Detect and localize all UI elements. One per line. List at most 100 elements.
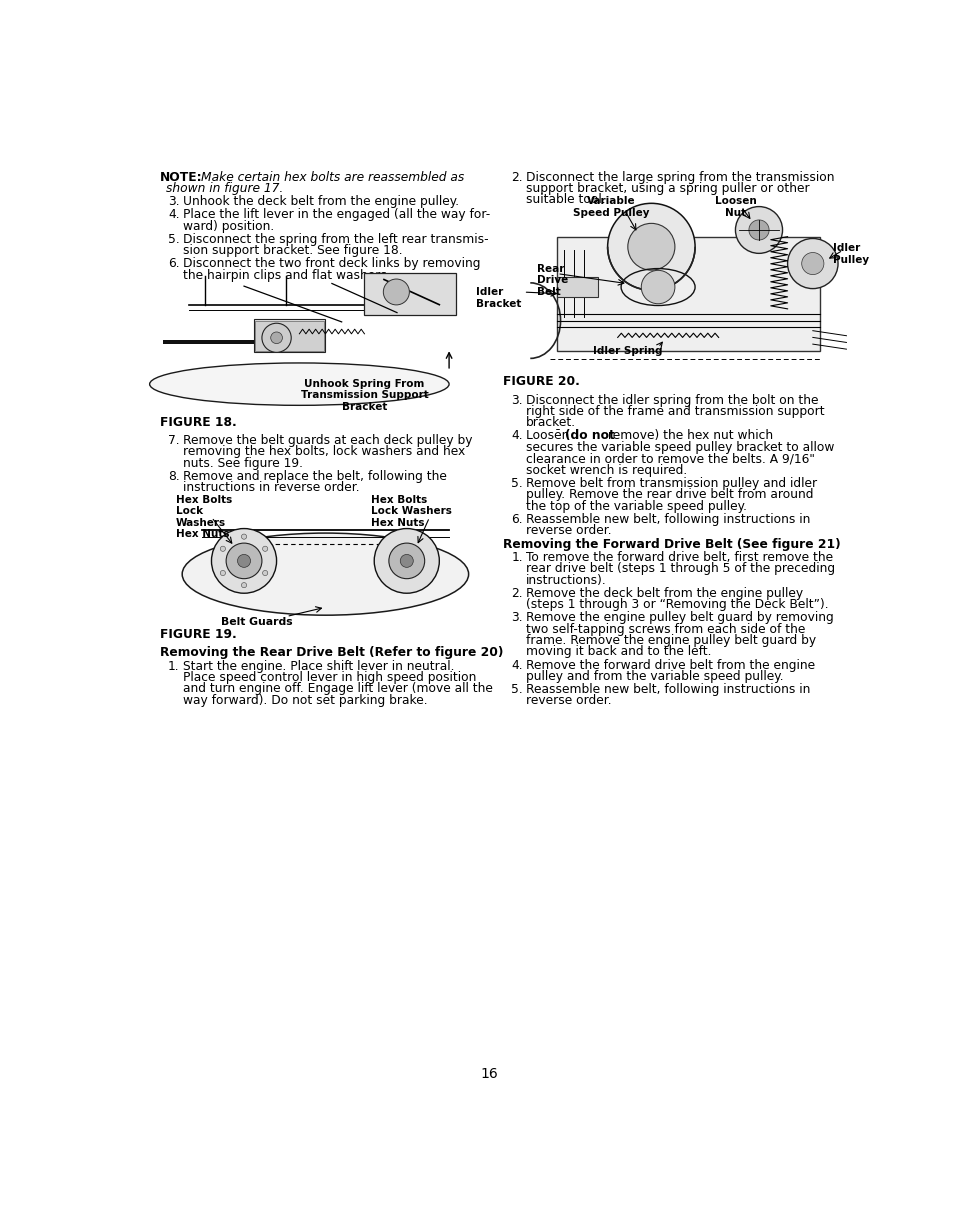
- Circle shape: [787, 239, 837, 289]
- Text: Remove the forward drive belt from the engine: Remove the forward drive belt from the e…: [525, 658, 815, 672]
- Text: 16: 16: [479, 1066, 497, 1081]
- Text: right side of the frame and transmission support: right side of the frame and transmission…: [525, 405, 824, 418]
- Text: remove) the hex nut which: remove) the hex nut which: [603, 429, 772, 443]
- Text: Rear
Drive
Belt: Rear Drive Belt: [537, 263, 568, 296]
- Circle shape: [801, 252, 823, 274]
- Text: 5.: 5.: [168, 232, 179, 246]
- Circle shape: [241, 534, 247, 539]
- Circle shape: [262, 571, 268, 576]
- Text: Hex Bolts
Lock
Washers
Hex Nuts: Hex Bolts Lock Washers Hex Nuts: [175, 494, 232, 540]
- Text: Remove the belt guards at each deck pulley by: Remove the belt guards at each deck pull…: [183, 434, 472, 446]
- Text: 6.: 6.: [168, 257, 179, 271]
- Circle shape: [735, 207, 781, 253]
- Text: bracket.: bracket.: [525, 416, 576, 429]
- Text: Place speed control lever in high speed position: Place speed control lever in high speed …: [183, 670, 476, 684]
- Text: 8.: 8.: [168, 470, 179, 483]
- Text: support bracket, using a spring puller or other: support bracket, using a spring puller o…: [525, 182, 809, 196]
- Text: 5.: 5.: [511, 477, 522, 490]
- Text: Make certain hex bolts are reassembled as: Make certain hex bolts are reassembled a…: [200, 171, 463, 183]
- Text: Idler
Pulley: Idler Pulley: [832, 244, 868, 264]
- Text: 3.: 3.: [511, 394, 522, 407]
- Bar: [255, 321, 323, 351]
- Circle shape: [627, 224, 674, 271]
- Text: pulley and from the variable speed pulley.: pulley and from the variable speed pulle…: [525, 670, 783, 683]
- Bar: [364, 273, 456, 315]
- Ellipse shape: [182, 533, 468, 615]
- Text: Place the lift lever in the engaged (all the way for-: Place the lift lever in the engaged (all…: [183, 208, 490, 221]
- Text: Disconnect the large spring from the transmission: Disconnect the large spring from the tra…: [525, 171, 834, 183]
- Text: Remove the engine pulley belt guard by removing: Remove the engine pulley belt guard by r…: [525, 611, 833, 624]
- Text: suitable tool.: suitable tool.: [525, 193, 605, 207]
- Text: Disconnect the idler spring from the bolt on the: Disconnect the idler spring from the bol…: [525, 394, 818, 407]
- Text: 5.: 5.: [511, 683, 522, 696]
- Text: 4.: 4.: [511, 658, 522, 672]
- Text: Remove and replace the belt, following the: Remove and replace the belt, following t…: [183, 470, 446, 483]
- Bar: [253, 320, 325, 352]
- Text: Belt Guards: Belt Guards: [221, 617, 293, 627]
- Text: ward) position.: ward) position.: [183, 220, 274, 232]
- Text: instructions).: instructions).: [525, 573, 606, 587]
- Text: two self-tapping screws from each side of the: two self-tapping screws from each side o…: [525, 622, 804, 636]
- Circle shape: [220, 546, 225, 551]
- Text: Remove belt from transmission pulley and idler: Remove belt from transmission pulley and…: [525, 477, 817, 490]
- Circle shape: [262, 323, 291, 352]
- Bar: [557, 277, 597, 298]
- Circle shape: [262, 546, 268, 551]
- Text: Disconnect the two front deck links by removing: Disconnect the two front deck links by r…: [183, 257, 479, 271]
- Text: 1.: 1.: [511, 551, 522, 563]
- Text: Idler
Bracket: Idler Bracket: [476, 287, 521, 309]
- Circle shape: [226, 544, 262, 578]
- Text: 4.: 4.: [168, 208, 179, 221]
- Bar: [162, 339, 253, 344]
- Text: moving it back and to the left.: moving it back and to the left.: [525, 646, 711, 658]
- Text: frame. Remove the engine pulley belt guard by: frame. Remove the engine pulley belt gua…: [525, 633, 816, 647]
- Text: Disconnect the spring from the left rear transmis-: Disconnect the spring from the left rear…: [183, 232, 488, 246]
- Text: 4.: 4.: [511, 429, 522, 443]
- Circle shape: [389, 544, 424, 578]
- Text: (steps 1 through 3 or “Removing the Deck Belt”).: (steps 1 through 3 or “Removing the Deck…: [525, 598, 828, 611]
- Text: Start the engine. Place shift lever in neutral.: Start the engine. Place shift lever in n…: [183, 659, 454, 673]
- Text: instructions in reverse order.: instructions in reverse order.: [183, 481, 359, 494]
- Text: 7.: 7.: [168, 434, 179, 446]
- Circle shape: [383, 279, 409, 305]
- Circle shape: [220, 571, 225, 576]
- Circle shape: [237, 555, 251, 567]
- Text: socket wrench is required.: socket wrench is required.: [525, 464, 687, 477]
- Text: rear drive belt (steps 1 through 5 of the preceding: rear drive belt (steps 1 through 5 of th…: [525, 562, 835, 576]
- Bar: [557, 236, 819, 351]
- Circle shape: [748, 220, 768, 240]
- Text: pulley. Remove the rear drive belt from around: pulley. Remove the rear drive belt from …: [525, 488, 813, 501]
- Text: Loosen
Nut: Loosen Nut: [714, 197, 756, 218]
- Text: Hex Bolts
Lock Washers
Hex Nuts: Hex Bolts Lock Washers Hex Nuts: [371, 494, 452, 528]
- Text: FIGURE 20.: FIGURE 20.: [502, 375, 579, 389]
- Text: To remove the forward drive belt, first remove the: To remove the forward drive belt, first …: [525, 551, 832, 563]
- Text: 3.: 3.: [511, 611, 522, 624]
- Text: 2.: 2.: [511, 171, 522, 183]
- Text: Removing the Rear Drive Belt (Refer to figure 20): Removing the Rear Drive Belt (Refer to f…: [159, 647, 502, 659]
- Text: 6.: 6.: [511, 513, 522, 525]
- Text: nuts. See figure 19.: nuts. See figure 19.: [183, 456, 302, 470]
- Text: the hairpin clips and flat washers.: the hairpin clips and flat washers.: [183, 268, 390, 282]
- Text: removing the hex bolts, lock washers and hex: removing the hex bolts, lock washers and…: [183, 445, 464, 459]
- Circle shape: [271, 332, 282, 343]
- Text: NOTE:: NOTE:: [159, 171, 202, 183]
- Text: the top of the variable speed pulley.: the top of the variable speed pulley.: [525, 499, 746, 513]
- Text: 3.: 3.: [168, 196, 179, 208]
- Circle shape: [607, 203, 695, 290]
- Text: 2.: 2.: [511, 587, 522, 600]
- Text: reverse order.: reverse order.: [525, 524, 611, 538]
- Text: Reassemble new belt, following instructions in: Reassemble new belt, following instructi…: [525, 683, 810, 696]
- Text: shown in figure 17.: shown in figure 17.: [166, 182, 283, 196]
- Circle shape: [640, 271, 674, 304]
- Text: (do not: (do not: [564, 429, 614, 443]
- Text: Variable
Speed Pulley: Variable Speed Pulley: [572, 197, 649, 218]
- Text: FIGURE 19.: FIGURE 19.: [159, 629, 236, 641]
- Bar: [162, 276, 488, 408]
- Bar: [162, 488, 488, 620]
- Circle shape: [212, 529, 276, 593]
- Text: secures the variable speed pulley bracket to allow: secures the variable speed pulley bracke…: [525, 440, 834, 454]
- Bar: [517, 199, 852, 368]
- Text: and turn engine off. Engage lift lever (move all the: and turn engine off. Engage lift lever (…: [183, 683, 492, 695]
- Circle shape: [400, 555, 413, 567]
- Circle shape: [241, 583, 247, 588]
